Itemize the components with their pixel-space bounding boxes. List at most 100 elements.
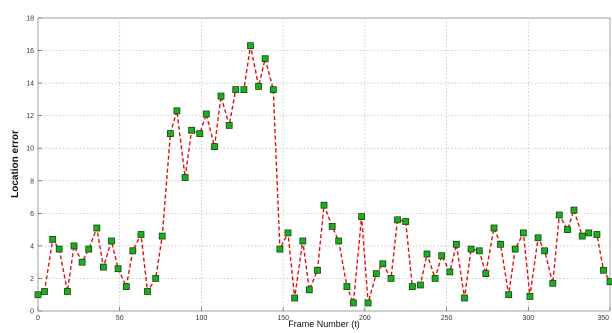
data-point bbox=[438, 252, 446, 260]
data-point bbox=[387, 274, 395, 282]
y-tick-label: 0 bbox=[30, 309, 34, 316]
data-point bbox=[461, 294, 468, 302]
x-tick-label: 50 bbox=[116, 315, 124, 322]
data-point bbox=[137, 231, 145, 238]
data-point bbox=[114, 265, 122, 273]
y-tick-label: 16 bbox=[26, 48, 34, 55]
data-point bbox=[269, 86, 277, 93]
data-point bbox=[211, 143, 218, 151]
data-point bbox=[276, 245, 284, 253]
data-point bbox=[452, 240, 460, 248]
data-point bbox=[335, 237, 343, 245]
data-point bbox=[108, 237, 115, 245]
data-point bbox=[247, 42, 254, 50]
data-point bbox=[541, 247, 548, 255]
data-point bbox=[467, 245, 475, 253]
data-point bbox=[343, 283, 351, 291]
data-point bbox=[349, 299, 357, 307]
data-point bbox=[394, 216, 401, 224]
data-point bbox=[416, 281, 424, 289]
y-axis-ticks: 0 2 4 6 8 10 12 14 16 18 bbox=[26, 16, 42, 316]
data-point bbox=[606, 278, 612, 286]
data-point bbox=[100, 263, 107, 271]
x-tick-label: 0 bbox=[36, 315, 40, 322]
series-group bbox=[34, 42, 612, 307]
data-point bbox=[217, 92, 225, 100]
data-point bbox=[490, 224, 498, 232]
data-point bbox=[129, 247, 137, 255]
data-point bbox=[305, 286, 313, 294]
y-tick-label: 12 bbox=[26, 113, 34, 120]
data-point bbox=[328, 222, 336, 230]
data-point bbox=[372, 270, 380, 278]
data-point bbox=[152, 274, 160, 282]
data-point bbox=[593, 231, 601, 238]
x-tick-label: 100 bbox=[196, 315, 208, 322]
data-point bbox=[446, 268, 454, 276]
x-axis-title: Frame Number (t) bbox=[288, 319, 360, 329]
data-point bbox=[475, 247, 483, 255]
data-point bbox=[402, 218, 410, 225]
y-tick-label: 6 bbox=[30, 211, 34, 218]
x-axis-ticks: 0 50 100 150 200 250 300 350 bbox=[36, 307, 611, 322]
x-tick-label: 250 bbox=[441, 315, 453, 322]
x-tick-label: 300 bbox=[522, 315, 534, 322]
data-point bbox=[64, 288, 71, 295]
data-point bbox=[314, 266, 321, 274]
data-point bbox=[284, 229, 292, 237]
data-point bbox=[196, 130, 204, 138]
y-tick-label: 4 bbox=[30, 243, 34, 250]
data-point bbox=[358, 213, 366, 221]
data-point bbox=[49, 235, 57, 243]
y-tick-label: 14 bbox=[26, 81, 34, 88]
data-point bbox=[158, 232, 166, 240]
plot-area bbox=[37, 17, 611, 312]
data-point bbox=[55, 245, 63, 253]
data-point bbox=[261, 55, 269, 63]
data-point bbox=[291, 294, 299, 302]
data-point bbox=[364, 299, 372, 307]
data-point bbox=[482, 270, 490, 278]
data-point bbox=[555, 211, 563, 219]
data-point bbox=[549, 279, 557, 287]
data-point bbox=[225, 122, 233, 129]
data-point bbox=[423, 250, 431, 258]
data-point bbox=[564, 226, 571, 234]
data-point bbox=[585, 229, 593, 237]
data-point bbox=[299, 237, 307, 245]
y-axis-title: Location error bbox=[10, 130, 21, 198]
data-point bbox=[320, 201, 328, 209]
data-point bbox=[122, 283, 130, 291]
data-point bbox=[431, 274, 439, 282]
data-point bbox=[379, 260, 387, 268]
data-point bbox=[188, 126, 196, 134]
data-point bbox=[511, 245, 519, 253]
data-point bbox=[93, 224, 101, 232]
data-point bbox=[85, 245, 93, 253]
x-tick-label: 150 bbox=[277, 315, 289, 322]
data-point bbox=[526, 292, 534, 300]
data-point bbox=[600, 266, 607, 274]
y-tick-label: 18 bbox=[26, 16, 34, 23]
data-point bbox=[408, 283, 416, 291]
y-tick-label: 2 bbox=[30, 276, 34, 283]
data-point bbox=[166, 130, 174, 138]
data-point bbox=[181, 174, 189, 181]
data-point bbox=[173, 107, 181, 115]
data-point bbox=[240, 86, 248, 93]
x-tick-label: 350 bbox=[597, 315, 609, 322]
y-tick-label: 8 bbox=[30, 178, 34, 185]
data-point bbox=[570, 206, 578, 214]
data-point bbox=[144, 288, 151, 295]
data-point bbox=[78, 258, 86, 266]
data-point bbox=[70, 242, 78, 250]
data-point bbox=[505, 291, 513, 299]
data-point bbox=[520, 229, 527, 237]
data-point bbox=[41, 288, 48, 295]
data-point bbox=[497, 240, 504, 248]
data-point bbox=[578, 232, 586, 240]
x-tick-label: 200 bbox=[359, 315, 371, 322]
data-point bbox=[232, 86, 240, 93]
data-point bbox=[202, 110, 210, 118]
